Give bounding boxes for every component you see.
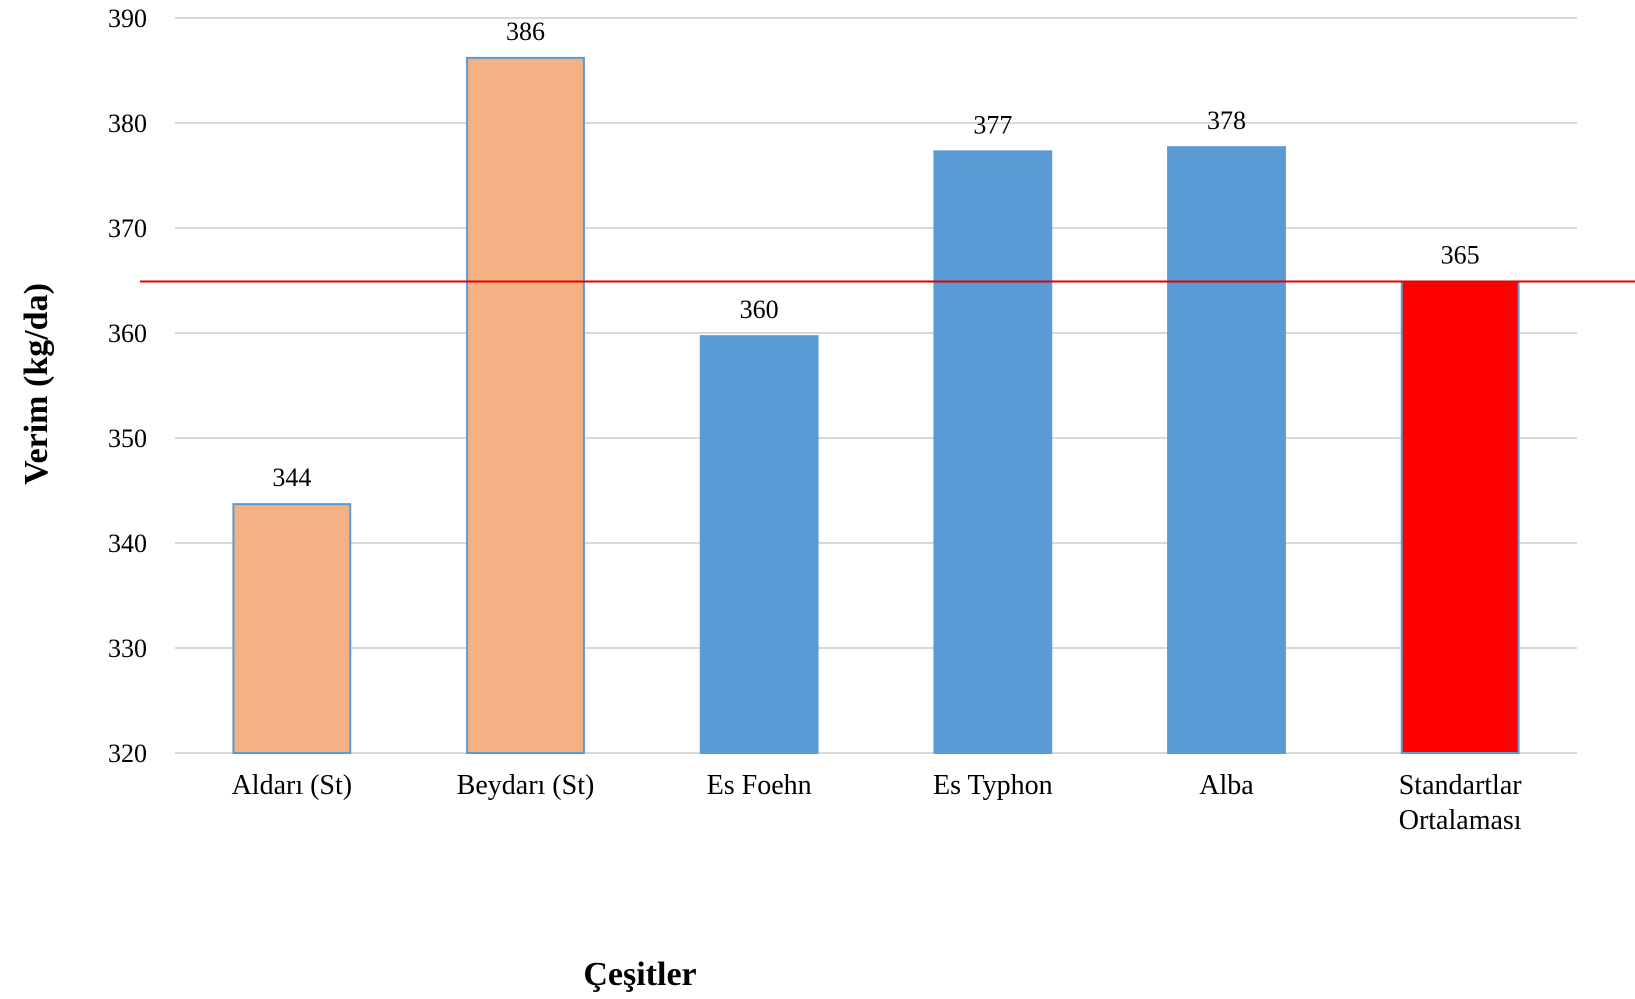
data-label: 386 [506, 17, 545, 46]
category-label: Standartlar Ortalaması [1399, 770, 1523, 836]
y-tick-label: 320 [108, 739, 147, 768]
category-label: Alba [1199, 770, 1254, 801]
bar [933, 150, 1053, 755]
y-tick-label: 350 [108, 424, 147, 453]
category-label: Aldarı (St) [232, 770, 353, 801]
data-label: 360 [740, 295, 779, 324]
bar [699, 335, 819, 754]
x-axis-categories: Aldarı (St) Beydarı (St) Es Foehn Es Typhon… [232, 770, 1523, 836]
y-axis-title: Verim (kg/da) [18, 283, 55, 485]
gridlines [175, 17, 1577, 754]
y-tick-label: 390 [108, 4, 147, 33]
category-label-line: Ortalaması [1399, 805, 1522, 836]
data-label: 365 [1441, 241, 1480, 270]
data-label: 344 [272, 463, 311, 492]
category-label-line: Es Typhon [933, 770, 1053, 801]
category-label-line: Aldarı (St) [232, 770, 353, 801]
category-label: Es Foehn [707, 770, 812, 801]
bar [466, 56, 585, 754]
y-tick-label: 360 [108, 319, 147, 348]
y-axis-ticks: 320 330 340 350 360 370 380 390 [108, 4, 147, 768]
x-axis-title: Çeşitler [583, 956, 696, 993]
data-label: 378 [1207, 106, 1246, 135]
bars [232, 56, 1520, 755]
y-tick-label: 340 [108, 529, 147, 558]
data-label: 377 [973, 110, 1012, 139]
y-tick-label: 380 [108, 109, 147, 138]
bar [1167, 146, 1286, 754]
y-tick-label: 330 [108, 634, 147, 663]
category-label-line: Beydarı (St) [457, 770, 595, 801]
y-tick-label: 370 [108, 214, 147, 243]
category-label: Beydarı (St) [457, 770, 595, 801]
data-labels: 344 386 360 377 378 365 [272, 17, 1479, 492]
category-label-line: Es Foehn [707, 770, 812, 801]
category-label-line: Alba [1199, 770, 1254, 801]
category-label-line: Standartlar [1399, 770, 1523, 801]
bar [1400, 280, 1520, 754]
bar [232, 503, 352, 754]
category-label: Es Typhon [933, 770, 1053, 801]
